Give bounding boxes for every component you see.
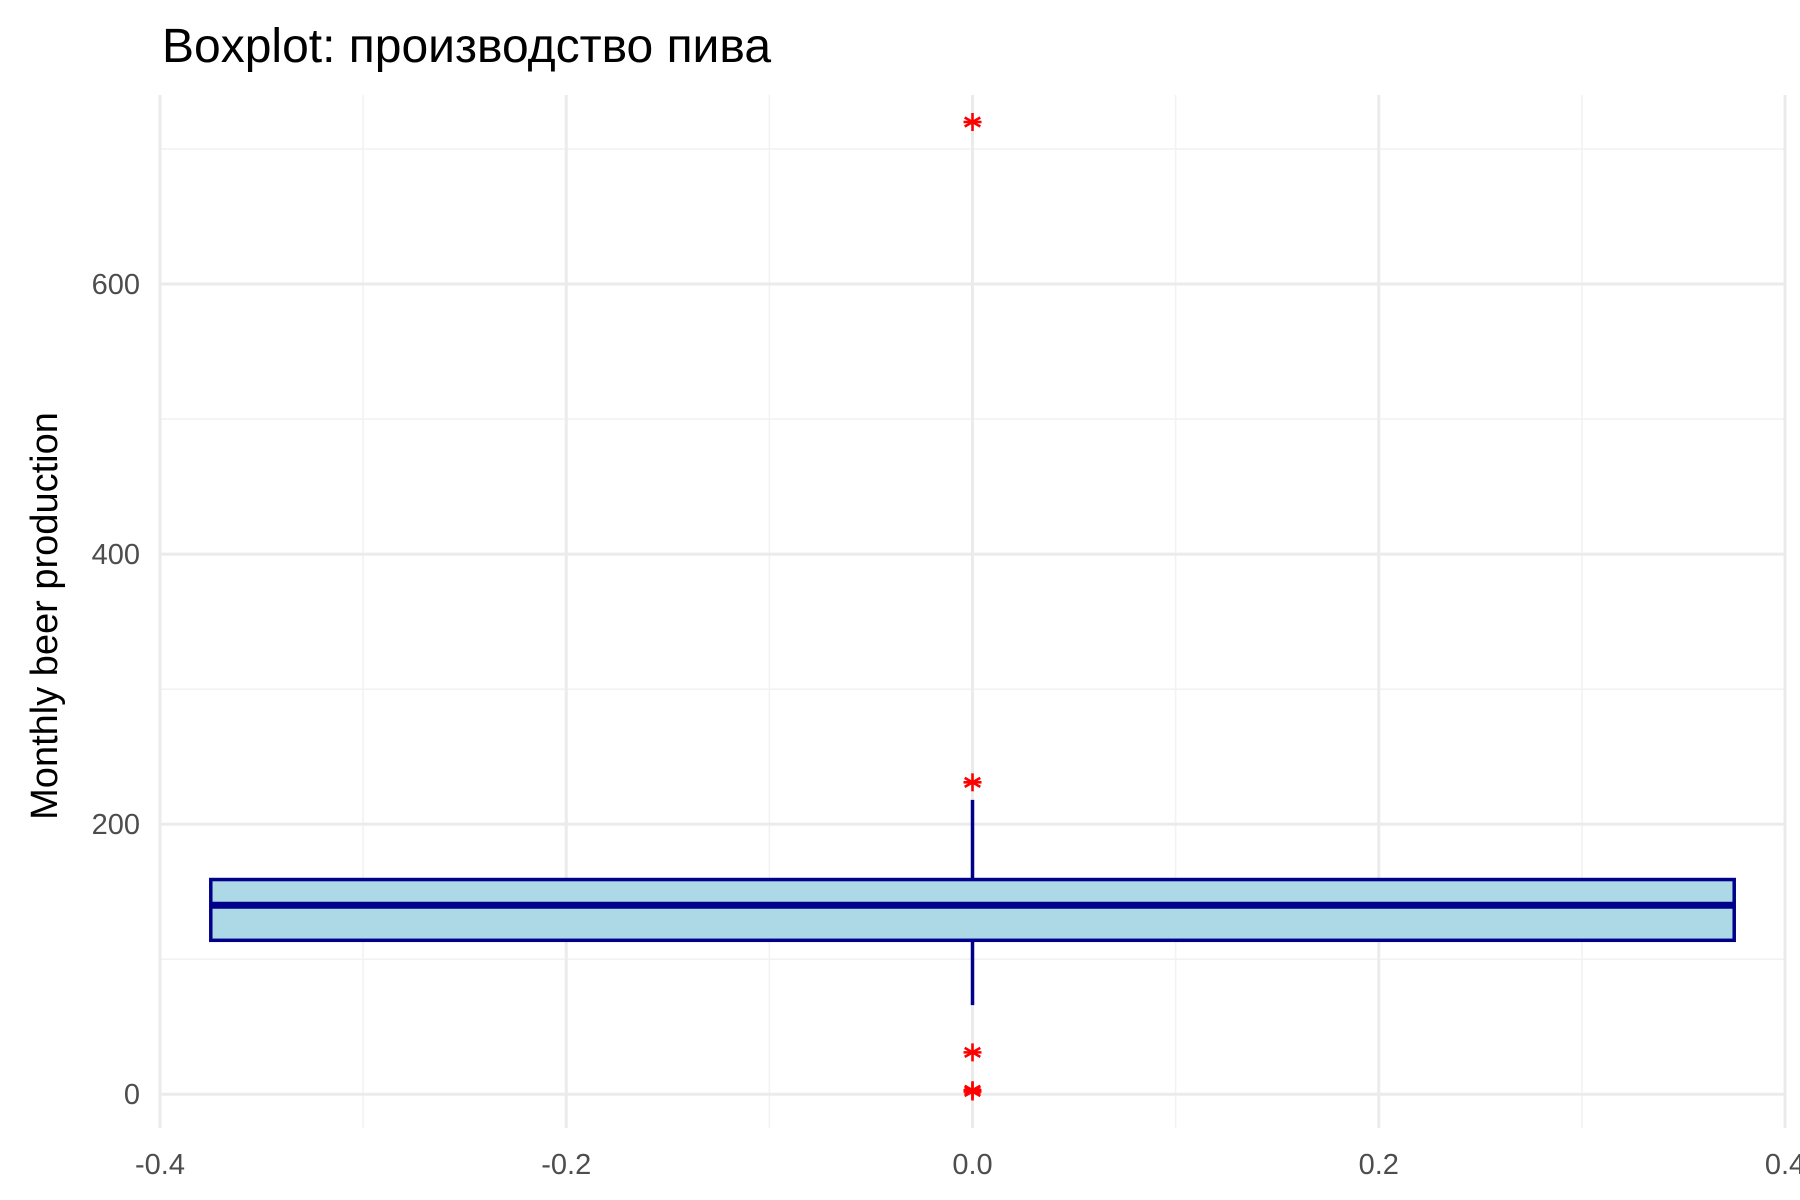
x-tick-label: -0.2 — [541, 1149, 591, 1181]
box-layer — [209, 799, 1736, 1006]
x-tick-label: 0.2 — [1359, 1149, 1399, 1181]
outlier-point — [963, 1082, 982, 1101]
box-iqr — [209, 877, 1736, 943]
y-tick-label: 200 — [92, 809, 140, 841]
outlier-point — [963, 773, 982, 792]
x-tick-label: 0.0 — [952, 1149, 992, 1181]
chart-title: Boxplot: производство пива — [162, 20, 771, 73]
x-tick-label: 0.4 — [1765, 1149, 1800, 1181]
outlier-point — [963, 1043, 982, 1062]
outlier-layer — [963, 113, 982, 1101]
outlier-point — [963, 113, 982, 132]
y-axis-label: Monthly beer production — [24, 412, 66, 820]
y-tick-label: 0 — [124, 1079, 140, 1111]
y-tick-label: 600 — [92, 269, 140, 301]
y-tick-labels: 0 200 400 600 — [92, 269, 140, 1111]
y-tick-label: 400 — [92, 539, 140, 571]
x-tick-labels: -0.4 -0.2 0.0 0.2 0.4 — [135, 1149, 1800, 1181]
x-tick-label: -0.4 — [135, 1149, 185, 1181]
